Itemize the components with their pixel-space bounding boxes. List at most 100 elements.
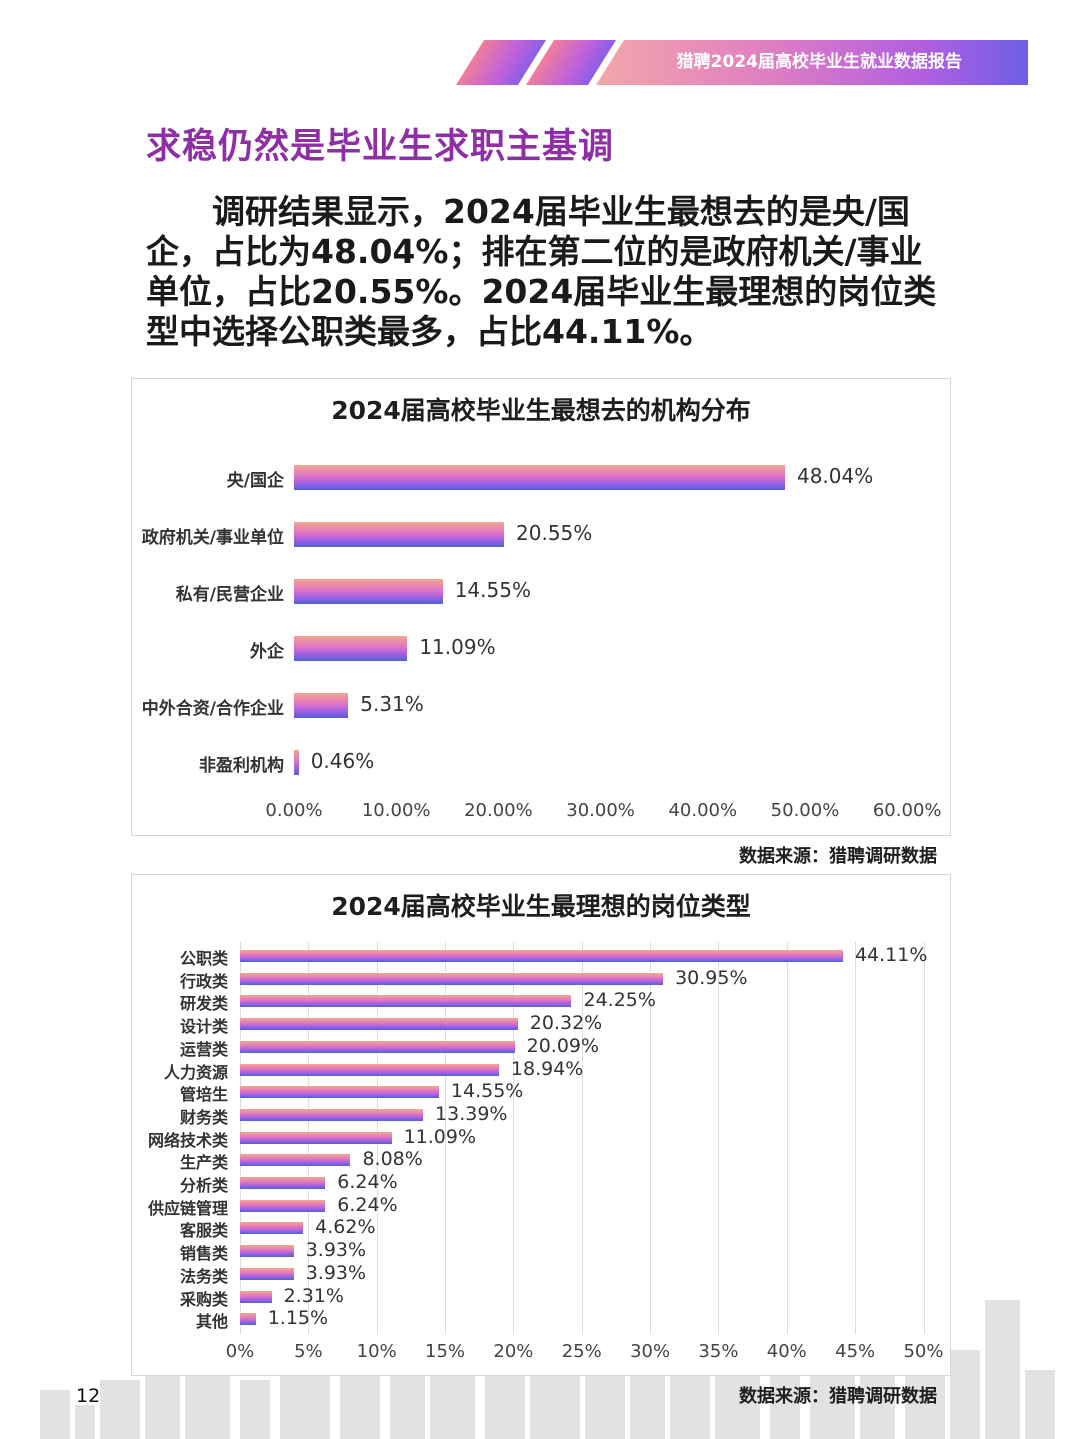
chart2-category-label: 供应链管理 [147,1198,228,1218]
chart2-value-label: 11.09% [403,1125,477,1148]
chart2-value-label: 18.94% [510,1057,584,1080]
chart2-bar [240,995,572,1008]
chart2-category-label: 网络技术类 [147,1130,228,1150]
chart2-value-label: 14.55% [450,1080,524,1103]
chart2-category-label: 采购类 [179,1289,228,1309]
chart2-gridline [855,942,857,1334]
chart2-x-tick: 40% [766,1341,807,1362]
chart2-value-label: 3.93% [305,1261,367,1284]
chart2-value-label: 20.32% [529,1012,603,1035]
chart2-category-label: 财务类 [179,1107,228,1127]
chart2-bar [240,1086,439,1099]
chart1-panel: 2024届高校毕业生最想去的机构分布 [131,378,951,836]
chart1-value-label: 5.31% [360,692,424,716]
chart2-bar [240,1108,424,1121]
chart2-bar [240,1154,351,1167]
chart2-category-label: 运营类 [179,1039,228,1059]
chart2-category-label: 分析类 [179,1176,228,1195]
chart2-gridline [581,942,583,1334]
chart2-bar [240,1290,272,1303]
chart2-x-tick: 35% [698,1341,739,1362]
chart2-category-label: 管培生 [179,1085,228,1105]
chart2-bar [240,972,664,985]
chart2-x-tick: 50% [903,1341,944,1362]
chart2-value-label: 13.39% [435,1102,508,1125]
chart2-value-label: 8.08% [362,1148,423,1171]
chart2-bar [240,1018,518,1031]
chart1-category-label: 政府机关/事业单位 [141,528,284,548]
chart1-source: 数据来源：猎聘调研数据 [739,846,937,867]
chart1-x-tick: 30.00% [566,800,635,821]
chart2-gridline [718,942,720,1334]
chart2-bar [240,1199,326,1212]
chart2-value-label: 24.25% [583,989,656,1012]
chart2-value-label: 3.93% [305,1239,367,1262]
chart1-x-tick: 20.00% [464,800,533,821]
chart1-x-tick: 10.00% [361,800,431,821]
chart2-x-tick: 0% [225,1341,255,1362]
chart2-x-tick: 25% [561,1341,602,1362]
chart2-value-label: 44.11% [854,944,928,966]
chart2-gridline [445,942,447,1334]
chart2-category-label: 其他 [195,1312,228,1332]
chart2-bar [240,1267,294,1280]
chart2-value-label: 4.62% [315,1216,376,1239]
chart1-bar [294,750,299,775]
chart2-gridline [513,942,515,1334]
header-banner: 猎聘2024届高校毕业生就业数据报告 [596,40,1028,85]
chart2-gridline [923,942,925,1334]
chart1-value-label: 48.04% [796,464,874,488]
chart1-x-tick: 50.00% [770,800,840,821]
chart2-bar [240,950,843,962]
chart2-gridline [786,942,788,1334]
chart2-bar [240,1222,304,1235]
chart2-x-tick: 20% [493,1341,534,1362]
chart1-value-label: 0.46% [310,749,375,773]
chart2-title: 2024届高校毕业生最理想的岗位类型 [331,892,751,921]
chart1-bar [294,465,785,490]
chart2-x-tick: 15% [425,1341,466,1362]
skyline-illustration [40,1240,1055,1439]
chart1-category-label: 央/国企 [226,471,284,491]
chart2-value-label: 6.24% [337,1171,398,1193]
chart1-x-tick: 60.00% [872,800,942,821]
chart2-bar [240,1313,256,1326]
chart1-category-label: 私有/民营企业 [175,585,284,605]
chart1-category-label: 外企 [250,642,284,662]
section-title: 求稳仍然是毕业生求职主基调 [146,127,615,167]
chart2-category-label: 生产类 [179,1153,228,1173]
chart2-value-label: 2.31% [283,1284,344,1307]
chart1-bar [294,522,505,547]
chart2-category-label: 设计类 [179,1017,228,1037]
chart1-value-label: 20.55% [516,521,593,545]
page-number: 12 [76,1385,101,1407]
chart2-category-label: 客服类 [179,1221,228,1241]
chart2-category-label: 公职类 [179,949,228,968]
chart2-category-label: 销售类 [179,1244,228,1264]
chart1-bar [294,693,349,718]
chart1-x-tick: 40.00% [668,800,738,821]
chart2-category-label: 研发类 [179,994,228,1014]
chart1-category-label: 中外合资/合作企业 [141,699,284,719]
chart2-bar [240,1177,326,1189]
chart1-value-label: 14.55% [454,578,531,602]
chart2-x-tick: 10% [356,1341,397,1362]
chart2-bar [240,1245,294,1258]
chart1-title: 2024届高校毕业生最想去的机构分布 [331,396,751,425]
chart2-source: 数据来源：猎聘调研数据 [739,1386,937,1407]
chart2-bar [240,1131,392,1144]
chart2-value-label: 30.95% [675,966,748,989]
chart2-gridline [650,942,652,1334]
chart2-value-label: 1.15% [267,1307,329,1330]
chart1-category-label: 非盈利机构 [199,756,284,776]
chart2-bar [240,1063,499,1076]
chart1-value-label: 11.09% [419,635,496,659]
chart2-x-tick: 5% [294,1341,323,1362]
chart2-value-label: 6.24% [337,1193,398,1216]
chart2-category-label: 法务类 [179,1266,228,1286]
chart2-bar [240,1040,515,1053]
chart2-x-tick: 30% [630,1341,671,1362]
chart2-category-label: 行政类 [179,971,228,991]
chart1-bar [294,579,443,604]
chart2-value-label: 20.09% [526,1034,600,1057]
